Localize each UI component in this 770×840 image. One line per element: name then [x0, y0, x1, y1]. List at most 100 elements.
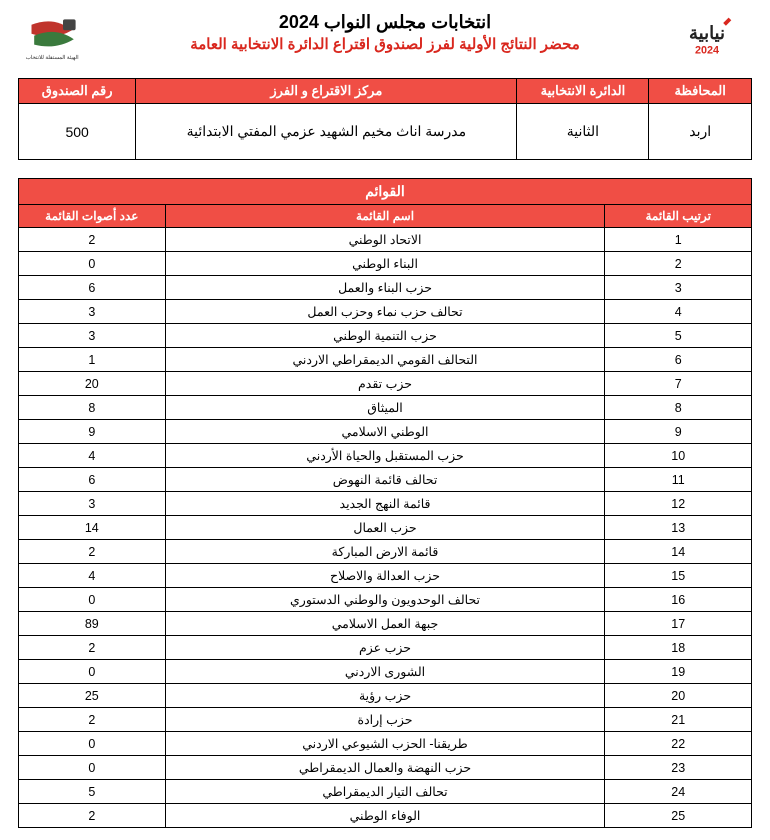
cell-name: تحالف التيار الديمقراطي: [165, 780, 605, 804]
cell-name: حزب البناء والعمل: [165, 276, 605, 300]
lists-header-votes: عدد أصوات القائمة: [19, 205, 166, 228]
cell-name: حزب المستقبل والحياة الأردني: [165, 444, 605, 468]
cell-votes: 3: [19, 492, 166, 516]
cell-name: تحالف قائمة النهوض: [165, 468, 605, 492]
cell-order: 20: [605, 684, 752, 708]
cell-order: 21: [605, 708, 752, 732]
meta-header-governorate: المحافظة: [649, 79, 752, 104]
lists-title: القوائم: [19, 179, 752, 205]
cell-name: حزب العمال: [165, 516, 605, 540]
table-row: 1الاتحاد الوطني2: [19, 228, 752, 252]
lists-header-name: اسم القائمة: [165, 205, 605, 228]
meta-value-governorate: اربد: [649, 104, 752, 160]
logo-right-niyabiya: نيابية 2024: [662, 12, 752, 70]
cell-order: 1: [605, 228, 752, 252]
meta-value-district: الثانية: [517, 104, 649, 160]
table-row: 3حزب البناء والعمل6: [19, 276, 752, 300]
cell-name: حزب رؤية: [165, 684, 605, 708]
header-row: نيابية 2024 انتخابات مجلس النواب 2024 مح…: [18, 12, 752, 70]
meta-value-box: 500: [19, 104, 136, 160]
table-row: 20حزب رؤية25: [19, 684, 752, 708]
cell-votes: 0: [19, 732, 166, 756]
cell-votes: 0: [19, 660, 166, 684]
cell-order: 13: [605, 516, 752, 540]
cell-order: 8: [605, 396, 752, 420]
cell-name: قائمة الارض المباركة: [165, 540, 605, 564]
cell-votes: 20: [19, 372, 166, 396]
cell-order: 16: [605, 588, 752, 612]
table-row: 9الوطني الاسلامي9: [19, 420, 752, 444]
meta-header-district: الدائرة الانتخابية: [517, 79, 649, 104]
cell-order: 2: [605, 252, 752, 276]
table-row: 12قائمة النهج الجديد3: [19, 492, 752, 516]
cell-order: 19: [605, 660, 752, 684]
cell-votes: 4: [19, 444, 166, 468]
cell-order: 10: [605, 444, 752, 468]
cell-order: 14: [605, 540, 752, 564]
table-row: 4تحالف حزب نماء وحزب العمل3: [19, 300, 752, 324]
meta-table: المحافظة الدائرة الانتخابية مركز الاقترا…: [18, 78, 752, 160]
cell-votes: 0: [19, 252, 166, 276]
cell-votes: 2: [19, 636, 166, 660]
svg-text:2024: 2024: [695, 45, 719, 57]
table-row: 10حزب المستقبل والحياة الأردني4: [19, 444, 752, 468]
logo-left-iec: الهيئة المستقلة للانتخاب: [18, 12, 108, 70]
cell-name: حزب إرادة: [165, 708, 605, 732]
table-row: 2البناء الوطني0: [19, 252, 752, 276]
table-row: 23حزب النهضة والعمال الديمقراطي0: [19, 756, 752, 780]
table-row: 13حزب العمال14: [19, 516, 752, 540]
cell-votes: 8: [19, 396, 166, 420]
cell-order: 23: [605, 756, 752, 780]
cell-name: الاتحاد الوطني: [165, 228, 605, 252]
title-main: انتخابات مجلس النواب 2024: [108, 12, 662, 33]
cell-votes: 5: [19, 780, 166, 804]
cell-order: 22: [605, 732, 752, 756]
meta-value-center: مدرسة اناث مخيم الشهيد عزمي المفتي الابت…: [136, 104, 517, 160]
cell-order: 12: [605, 492, 752, 516]
cell-votes: 6: [19, 276, 166, 300]
cell-name: حزب النهضة والعمال الديمقراطي: [165, 756, 605, 780]
meta-header-box: رقم الصندوق: [19, 79, 136, 104]
table-row: 7حزب تقدم20: [19, 372, 752, 396]
cell-order: 11: [605, 468, 752, 492]
cell-order: 7: [605, 372, 752, 396]
cell-order: 18: [605, 636, 752, 660]
cell-order: 9: [605, 420, 752, 444]
cell-votes: 9: [19, 420, 166, 444]
cell-votes: 2: [19, 804, 166, 828]
cell-name: تحالف الوحدويون والوطني الدستوري: [165, 588, 605, 612]
cell-votes: 0: [19, 756, 166, 780]
cell-name: قائمة النهج الجديد: [165, 492, 605, 516]
table-row: 15حزب العدالة والاصلاح4: [19, 564, 752, 588]
table-row: 21حزب إرادة2: [19, 708, 752, 732]
table-row: 11تحالف قائمة النهوض6: [19, 468, 752, 492]
table-row: 22طريقنا- الحزب الشيوعي الاردني0: [19, 732, 752, 756]
table-row: 8الميثاق8: [19, 396, 752, 420]
cell-votes: 14: [19, 516, 166, 540]
titles: انتخابات مجلس النواب 2024 محضر النتائج ا…: [108, 12, 662, 53]
cell-name: حزب تقدم: [165, 372, 605, 396]
lists-table: القوائم ترتيب القائمة اسم القائمة عدد أص…: [18, 178, 752, 828]
cell-order: 25: [605, 804, 752, 828]
table-row: 19الشورى الاردني0: [19, 660, 752, 684]
cell-votes: 0: [19, 588, 166, 612]
cell-votes: 2: [19, 228, 166, 252]
cell-order: 6: [605, 348, 752, 372]
cell-votes: 1: [19, 348, 166, 372]
cell-order: 24: [605, 780, 752, 804]
cell-name: الوطني الاسلامي: [165, 420, 605, 444]
cell-order: 5: [605, 324, 752, 348]
table-row: 5حزب التنمية الوطني3: [19, 324, 752, 348]
table-row: 25الوفاء الوطني2: [19, 804, 752, 828]
cell-votes: 3: [19, 324, 166, 348]
cell-name: الوفاء الوطني: [165, 804, 605, 828]
meta-header-center: مركز الاقتراع و الفرز: [136, 79, 517, 104]
table-row: 17جبهة العمل الاسلامي89: [19, 612, 752, 636]
table-row: 18حزب عزم2: [19, 636, 752, 660]
cell-name: الميثاق: [165, 396, 605, 420]
svg-text:نيابية: نيابية: [689, 23, 725, 43]
cell-name: حزب عزم: [165, 636, 605, 660]
cell-name: جبهة العمل الاسلامي: [165, 612, 605, 636]
cell-name: حزب التنمية الوطني: [165, 324, 605, 348]
cell-name: حزب العدالة والاصلاح: [165, 564, 605, 588]
